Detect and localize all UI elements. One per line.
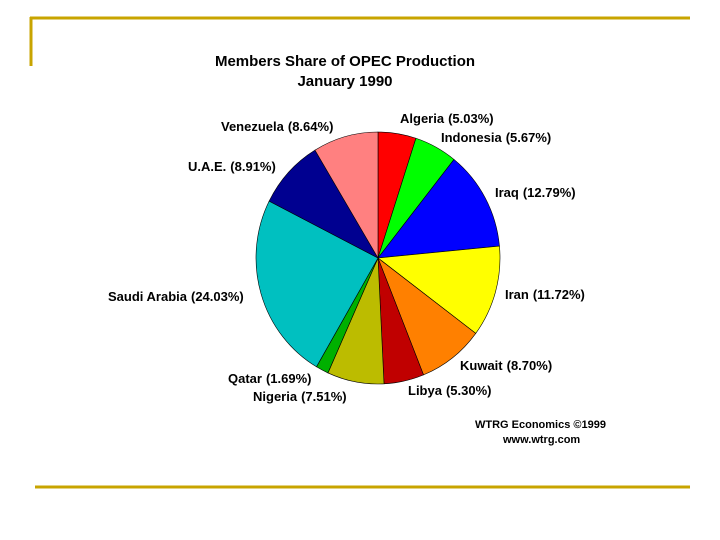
slice-label: Saudi Arabia (24.03%) xyxy=(108,289,244,304)
category-name: Indonesia xyxy=(441,130,502,145)
slice-label: Iran (11.72%) xyxy=(505,287,585,302)
category-name: Saudi Arabia xyxy=(108,289,188,304)
pie-slice xyxy=(255,200,379,368)
slice-label: Venezuela (8.64%) xyxy=(221,119,333,134)
category-name: Iraq xyxy=(495,185,519,200)
value-label: (7.51%) xyxy=(301,389,347,404)
value-label: (5.03%) xyxy=(448,111,494,126)
slice-label: Libya (5.30%) xyxy=(408,383,492,398)
category-name: Nigeria xyxy=(253,389,298,404)
value-label: (5.67%) xyxy=(506,130,552,145)
category-name: Qatar xyxy=(228,371,262,386)
slice-label: Qatar (1.69%) xyxy=(228,371,312,386)
slice-label: Iraq (12.79%) xyxy=(495,185,576,200)
value-label: (5.30%) xyxy=(446,383,492,398)
value-label: (8.64%) xyxy=(288,119,334,134)
slice-label: U.A.E. (8.91%) xyxy=(188,159,276,174)
source: WTRG Economics ©1999 xyxy=(475,419,606,431)
slice-label: Indonesia (5.67%) xyxy=(441,130,551,145)
value-label: (8.70%) xyxy=(507,358,553,373)
value-label: (12.79%) xyxy=(523,185,576,200)
value-label: (24.03%) xyxy=(191,289,244,304)
pie-slice xyxy=(314,131,379,260)
slice-label: Nigeria (7.51%) xyxy=(253,389,347,404)
value-label: (8.91%) xyxy=(230,159,276,174)
value-label: (1.69%) xyxy=(266,371,312,386)
chart-subtitle: January 1990 xyxy=(297,73,392,90)
slice-label: Algeria (5.03%) xyxy=(400,111,494,126)
category-name: Venezuela xyxy=(221,119,285,134)
category-name: Kuwait xyxy=(460,358,503,373)
category-name: Libya xyxy=(408,383,443,398)
value-label: (11.72%) xyxy=(533,287,585,302)
category-name: Algeria xyxy=(400,111,445,126)
category-name: Iran xyxy=(505,287,529,302)
source: www.wtrg.com xyxy=(502,434,580,446)
category-name: U.A.E. xyxy=(188,159,226,174)
slice-label: Kuwait (8.70%) xyxy=(460,358,552,373)
pie-slice xyxy=(377,158,500,259)
chart-title: Members Share of OPEC Production xyxy=(215,53,475,70)
pie-slice xyxy=(377,245,501,334)
